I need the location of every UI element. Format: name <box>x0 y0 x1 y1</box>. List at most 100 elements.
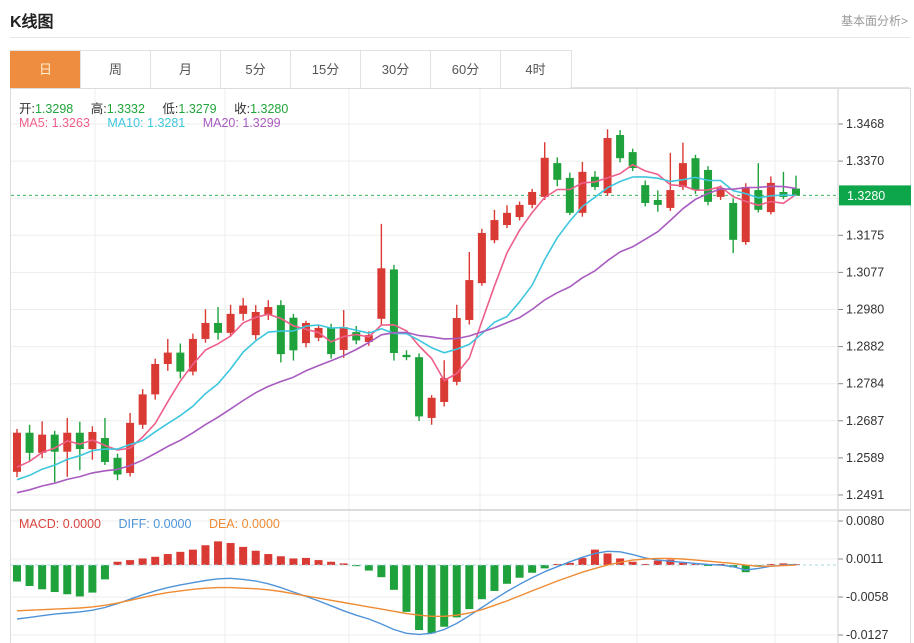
candle-body <box>716 188 725 197</box>
macd-axis-label: 0.0011 <box>846 552 883 566</box>
ma20-label: MA20: <box>202 116 239 130</box>
macd-bar <box>779 563 788 566</box>
candle-body <box>427 397 436 418</box>
candle-body <box>50 434 59 452</box>
candle-body <box>666 190 675 208</box>
macd-bar <box>289 558 298 566</box>
candlestick-chart: 1.3468 1.3370 1.3175 1.3077 1.2980 1.2882 1.27… <box>10 88 911 510</box>
macd-bar <box>540 565 549 569</box>
macd-chart: 0.0080 0.0011 -0.0058 -0.0127 <box>10 510 911 643</box>
macd-bar <box>226 543 235 566</box>
candle-body <box>792 188 800 196</box>
macd-bar <box>264 554 273 566</box>
candle-body <box>188 338 197 372</box>
candle-body <box>465 280 474 320</box>
macd-label: MACD: <box>19 517 60 531</box>
candle-body <box>214 322 223 333</box>
candle-body <box>176 352 185 372</box>
interval-tab-5[interactable]: 30分 <box>360 51 430 88</box>
macd-bar <box>427 565 436 634</box>
macd-bar <box>465 565 474 610</box>
macd-bar <box>704 565 713 567</box>
macd-bar <box>13 565 21 582</box>
price-axis-label: 1.2491 <box>846 488 884 502</box>
candle-body <box>63 432 72 452</box>
macd-bar <box>565 562 574 566</box>
candle-body <box>653 199 662 205</box>
macd-bar <box>88 565 97 593</box>
ma5-value: 1.3263 <box>51 116 90 130</box>
macd-bar <box>415 565 424 631</box>
candle-body <box>490 220 499 241</box>
macd-bar <box>528 565 537 573</box>
interval-tabs: 日周月 5分 15分 30分 60分 4时 <box>10 50 572 88</box>
macd-bar <box>151 556 160 566</box>
candle-body <box>565 177 574 213</box>
high-label: 高: <box>90 102 107 116</box>
price-axis-label: 1.2589 <box>846 451 884 465</box>
macd-bar <box>678 562 687 566</box>
macd-bar <box>100 565 109 580</box>
header-divider <box>10 37 910 38</box>
candle-body <box>578 171 587 213</box>
candle-body <box>289 317 298 351</box>
candle-body <box>113 457 122 475</box>
interval-tab-6[interactable]: 60分 <box>430 51 500 88</box>
interval-tab-3[interactable]: 5分 <box>220 51 290 88</box>
macd-bar <box>741 565 750 573</box>
interval-tab-7[interactable]: 4时 <box>500 51 570 88</box>
candle-body <box>75 432 84 450</box>
macd-bar <box>553 563 562 566</box>
macd-bar <box>50 565 59 593</box>
macd-axis-label: -0.0058 <box>846 590 888 604</box>
candle-body <box>691 158 700 191</box>
macd-value: 0.0000 <box>62 517 101 531</box>
interval-tab-1[interactable]: 周 <box>80 51 150 88</box>
macd-bar <box>138 558 147 566</box>
interval-tab-0[interactable]: 日 <box>10 51 80 88</box>
dea-value: 0.0000 <box>241 517 280 531</box>
low-value: 1.3279 <box>178 102 217 116</box>
macd-bar <box>653 560 662 566</box>
macd-bar <box>503 565 512 584</box>
fundamental-analysis-link[interactable]: 基本面分析> <box>840 14 908 28</box>
interval-tabbar: 日周月 5分 15分 30分 60分 4时 <box>10 50 910 88</box>
interval-tab-2[interactable]: 月 <box>150 51 220 88</box>
candle-body <box>402 354 411 358</box>
current-price-label: 1.3280 <box>839 185 911 206</box>
candle-body <box>377 268 386 319</box>
macd-bar <box>402 565 411 612</box>
macd-bar <box>176 551 185 566</box>
macd-bar <box>239 546 248 566</box>
candle-body <box>38 434 47 453</box>
candle-body <box>766 182 775 213</box>
macd-bar <box>214 541 223 566</box>
dea-label: DEA: <box>208 517 239 531</box>
candle-body <box>515 204 524 218</box>
macd-bar <box>327 561 336 566</box>
candle-body <box>415 357 424 417</box>
macd-bar <box>339 563 348 566</box>
macd-bar <box>251 550 260 566</box>
interval-tab-4[interactable]: 15分 <box>290 51 360 88</box>
candle-body <box>628 152 637 169</box>
ma-info-bar: MA5: 1.3263 MA10: 1.3281 MA20: 1.3299 <box>19 116 295 130</box>
macd-bar <box>38 565 47 590</box>
candle-body <box>364 335 373 342</box>
macd-bar <box>377 565 386 578</box>
ma10-line <box>16 176 797 481</box>
candle-body <box>264 307 273 316</box>
price-axis-label: 1.3077 <box>846 265 884 279</box>
macd-bar <box>515 565 524 578</box>
candle-body <box>389 269 398 353</box>
macd-bar <box>352 565 361 567</box>
macd-bar <box>75 565 84 597</box>
macd-bar <box>452 565 461 618</box>
macd-bar <box>276 556 285 566</box>
candle-body <box>163 352 172 364</box>
price-axis-label: 1.3370 <box>846 154 884 168</box>
macd-bar <box>201 545 210 566</box>
price-axis-label: 1.2784 <box>846 377 884 391</box>
macd-bar <box>314 560 323 566</box>
main-panel-border <box>10 88 911 510</box>
